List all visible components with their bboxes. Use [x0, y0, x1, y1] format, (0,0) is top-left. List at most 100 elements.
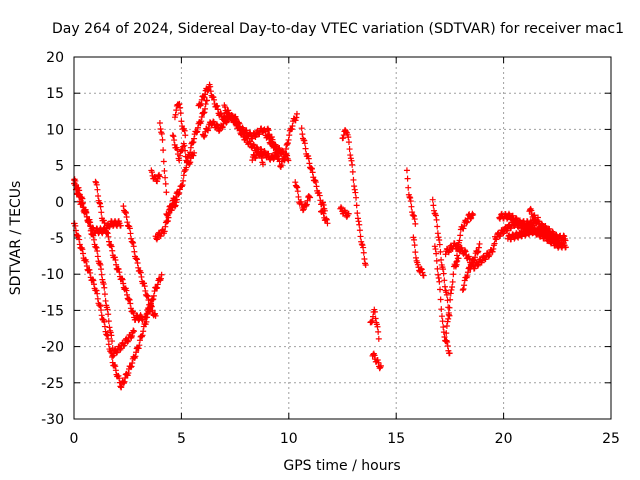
data-point: [176, 189, 183, 196]
data-point: [125, 369, 132, 376]
data-point: [354, 210, 361, 217]
data-point: [412, 254, 419, 261]
data-point: [133, 349, 140, 356]
data-point: [162, 180, 169, 187]
data-point: [485, 253, 492, 260]
data-point: [201, 94, 208, 101]
data-point: [475, 248, 482, 255]
y-tick-label: -5: [50, 231, 64, 247]
data-point: [182, 153, 189, 160]
data-point: [164, 217, 171, 224]
data-point: [86, 266, 93, 273]
data-point: [112, 256, 119, 263]
data-point: [136, 342, 143, 349]
data-point: [372, 315, 379, 322]
data-point: [198, 118, 205, 125]
data-point: [319, 207, 326, 214]
data-point: [201, 109, 208, 116]
data-point: [469, 210, 476, 217]
data-point: [116, 269, 123, 276]
data-point: [443, 330, 450, 337]
data-point: [86, 216, 93, 223]
data-point: [251, 154, 258, 161]
data-point: [141, 283, 148, 290]
data-point: [486, 252, 493, 259]
data-point: [437, 296, 444, 303]
data-point: [474, 249, 481, 256]
data-point: [180, 172, 187, 179]
data-point: [462, 248, 469, 255]
data-point: [435, 234, 442, 241]
data-point: [138, 333, 145, 340]
data-point: [528, 207, 535, 214]
data-point: [130, 243, 137, 250]
data-point: [294, 184, 301, 191]
data-point: [169, 132, 176, 139]
data-point: [153, 285, 160, 292]
data-point: [108, 243, 115, 250]
data-point: [353, 194, 360, 201]
data-point: [449, 278, 456, 285]
data-point: [182, 132, 189, 139]
y-tick-label: 15: [46, 86, 64, 102]
data-point: [464, 218, 471, 225]
data-point: [90, 236, 97, 243]
data-point: [420, 272, 427, 279]
data-point: [433, 216, 440, 223]
data-point: [324, 220, 331, 227]
data-point: [123, 287, 130, 294]
data-point: [118, 384, 125, 391]
data-point: [461, 282, 468, 289]
data-point: [156, 173, 163, 180]
x-axis-label: GPS time / hours: [283, 458, 400, 474]
data-point: [97, 261, 104, 268]
data-point: [464, 269, 471, 276]
data-point: [433, 257, 440, 264]
data-point: [143, 310, 150, 317]
data-point: [101, 323, 108, 330]
data-point: [375, 328, 382, 335]
data-point: [301, 140, 308, 147]
data-point: [505, 210, 512, 217]
data-point: [105, 318, 112, 325]
data-point: [369, 317, 376, 324]
y-tick-label: -20: [41, 340, 64, 356]
x-tick-label: 10: [280, 431, 298, 447]
data-point: [444, 343, 451, 350]
data-point: [418, 265, 425, 272]
data-point: [489, 248, 496, 255]
data-point: [545, 235, 552, 242]
data-point: [129, 360, 136, 367]
data-point: [172, 111, 179, 118]
data-point: [437, 248, 444, 255]
data-point: [471, 265, 478, 272]
data-point: [139, 317, 146, 324]
data-point: [97, 303, 104, 310]
data-point: [79, 200, 86, 207]
data-point: [148, 169, 155, 176]
data-point: [105, 233, 112, 240]
data-point: [549, 228, 556, 235]
data-point: [102, 297, 109, 304]
data-point: [345, 134, 352, 141]
data-point: [125, 338, 132, 345]
data-point: [111, 254, 118, 261]
data-point: [178, 118, 185, 125]
y-tick-label: -15: [41, 303, 64, 319]
data-point: [150, 292, 157, 299]
data-point: [129, 239, 136, 246]
data-point: [453, 252, 460, 259]
data-point: [124, 291, 131, 298]
data-point: [236, 120, 243, 127]
data-point: [98, 307, 105, 314]
data-point: [349, 168, 356, 175]
data-point: [562, 244, 569, 251]
data-point: [138, 316, 145, 323]
data-point: [180, 143, 187, 150]
data-point: [93, 181, 100, 188]
data-point: [105, 341, 112, 348]
data-point: [560, 232, 567, 239]
data-point: [472, 254, 479, 261]
data-point: [211, 96, 218, 103]
data-point: [168, 204, 175, 211]
